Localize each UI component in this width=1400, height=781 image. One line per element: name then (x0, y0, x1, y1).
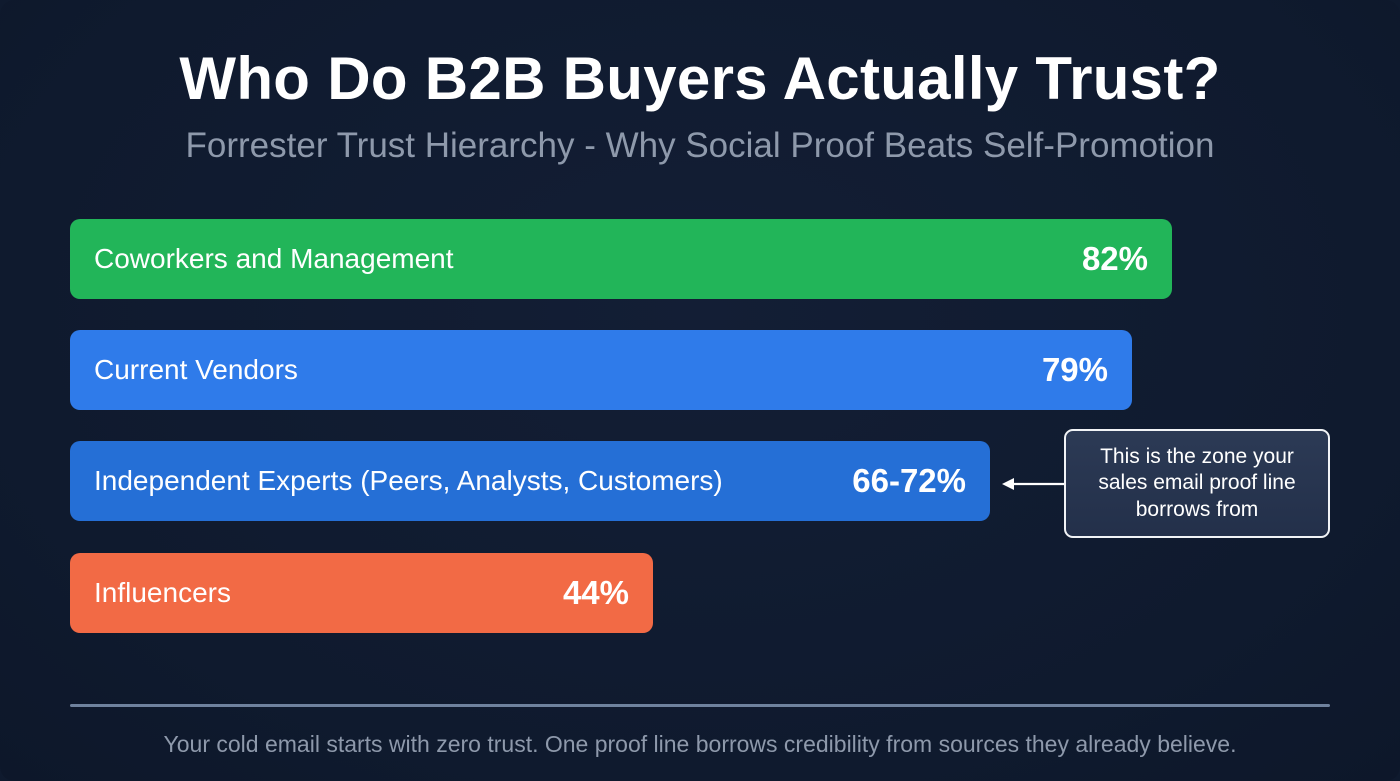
bar-value: 79% (1041, 351, 1108, 388)
callout-annotation: This is the zone your sales email proof … (1064, 429, 1330, 538)
footer-divider (70, 704, 1330, 707)
bar-coworkers-management: Coworkers and Management 82% (70, 219, 1172, 299)
bar-label: Current Vendors (94, 354, 298, 385)
bar-independent-experts: Independent Experts (Peers, Analysts, Cu… (70, 441, 990, 521)
bar-label: Influencers (94, 577, 231, 608)
arrow-left-icon (1002, 478, 1064, 490)
bar-value: 82% (1081, 240, 1148, 277)
bar-current-vendors: Current Vendors 79% (70, 330, 1132, 410)
bar-influencers: Influencers 44% (70, 553, 653, 633)
chart-subtitle: Forrester Trust Hierarchy - Why Social P… (185, 126, 1215, 165)
footer-note: Your cold email starts with zero trust. … (163, 731, 1237, 757)
bar-value: 66-72% (852, 462, 966, 499)
callout-text: This is the zone your sales email proof … (1098, 444, 1296, 521)
bar-value: 44% (562, 574, 629, 611)
bar-label: Independent Experts (Peers, Analysts, Cu… (94, 465, 723, 496)
bar-label: Coworkers and Management (94, 243, 454, 274)
chart-title: Who Do B2B Buyers Actually Trust? (179, 45, 1221, 112)
